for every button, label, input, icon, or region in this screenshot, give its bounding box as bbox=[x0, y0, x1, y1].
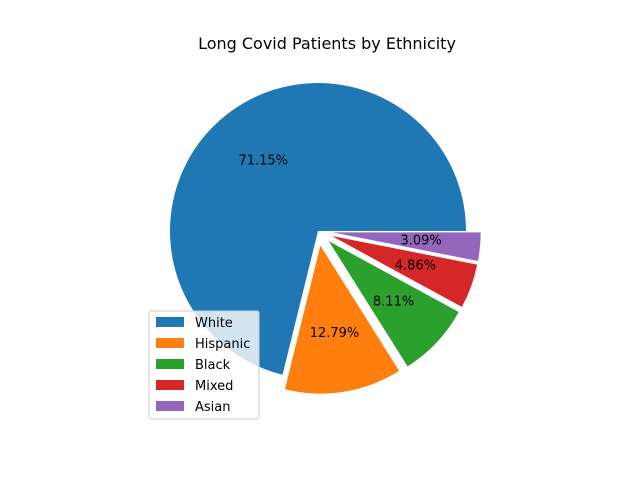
pie-slice-white bbox=[170, 82, 467, 375]
pct-label-hispanic: 12.79% bbox=[310, 326, 360, 341]
legend-items: White Hispanic Black Mixed Asian bbox=[156, 316, 250, 415]
pct-label-mixed: 4.86% bbox=[395, 259, 436, 274]
pie-slices bbox=[170, 82, 481, 394]
pie-slice-mixed bbox=[331, 236, 478, 307]
pct-label-black: 8.11% bbox=[373, 294, 414, 309]
pie-slice-black bbox=[328, 241, 459, 367]
legend-swatch-black bbox=[156, 359, 184, 369]
chart-title: Long Covid Patients by Ethnicity bbox=[198, 34, 456, 53]
legend-swatch-mixed bbox=[156, 380, 184, 390]
legend-label-black: Black bbox=[195, 358, 231, 373]
legend: White Hispanic Black Mixed Asian bbox=[148, 310, 260, 420]
legend-label-asian: Asian bbox=[195, 400, 230, 415]
legend-swatch-asian bbox=[156, 401, 184, 411]
pie-slice-hispanic bbox=[284, 245, 400, 394]
legend-label-mixed: Mixed bbox=[195, 379, 233, 394]
pct-label-asian: 3.09% bbox=[400, 234, 441, 249]
pct-label-white: 71.15% bbox=[238, 154, 288, 169]
legend-label-white: White bbox=[195, 316, 233, 331]
percentage-labels: 71.15% 12.79% 8.11% 4.86% 3.09% bbox=[238, 154, 441, 341]
pie-slice-asian bbox=[332, 232, 481, 261]
legend-swatch-white bbox=[156, 317, 184, 327]
legend-label-hispanic: Hispanic bbox=[195, 337, 250, 352]
legend-swatch-hispanic bbox=[156, 338, 184, 348]
